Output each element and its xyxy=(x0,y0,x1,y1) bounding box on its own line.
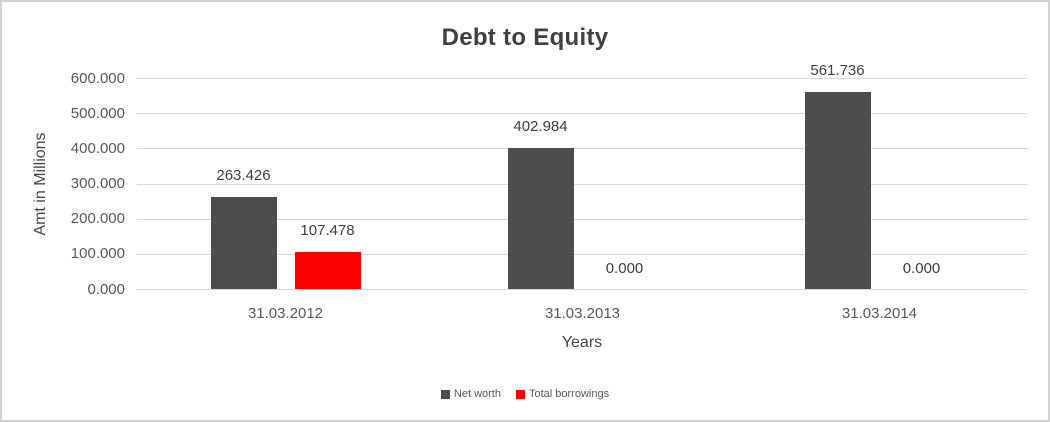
chart-title: Debt to Equity xyxy=(441,24,609,51)
bar-value-label: 402.984 xyxy=(513,117,568,135)
bar-value-label: 0.000 xyxy=(902,259,941,277)
bar-total-borrowings xyxy=(294,251,361,290)
x-tick-label: 31.03.2014 xyxy=(841,305,918,322)
x-tick-label: 31.03.2012 xyxy=(247,305,324,322)
bar-value-label: 107.478 xyxy=(300,221,355,239)
y-tick-label: 200.000 xyxy=(70,210,125,228)
legend-swatch xyxy=(440,389,450,399)
legend: Net worth Total borrowings xyxy=(2,388,1048,400)
y-tick-label: 600.000 xyxy=(70,69,125,87)
gridline xyxy=(137,253,1028,255)
legend-item-label: Total borrowings xyxy=(528,388,610,400)
gridline xyxy=(137,289,1028,290)
x-axis-title: Years xyxy=(561,334,603,351)
y-tick-label: 300.000 xyxy=(70,175,125,192)
legend-swatch xyxy=(515,389,525,399)
bar-value-label: 0.000 xyxy=(605,259,644,277)
legend-item: Net worth xyxy=(440,388,501,400)
gridline xyxy=(137,113,1028,115)
gridline xyxy=(137,183,1028,185)
gridline xyxy=(137,148,1028,150)
bar-value-label: 263.426 xyxy=(216,166,271,184)
gridline xyxy=(137,78,1028,79)
bar-net-worth xyxy=(804,91,871,290)
legend-item-label: Net worth xyxy=(453,388,501,400)
y-tick-label: 400.000 xyxy=(70,139,125,157)
bar-net-worth xyxy=(210,196,277,290)
y-tick-label: 500.000 xyxy=(70,104,125,122)
y-tick-label: 100.000 xyxy=(70,245,125,263)
bar-net-worth xyxy=(507,147,574,290)
y-tick-label: 0.000 xyxy=(87,280,125,298)
bar-value-label: 561.736 xyxy=(810,61,865,79)
x-tick-label: 31.03.2013 xyxy=(544,305,621,322)
legend-item: Total borrowings xyxy=(515,388,610,400)
gridline xyxy=(137,218,1028,220)
